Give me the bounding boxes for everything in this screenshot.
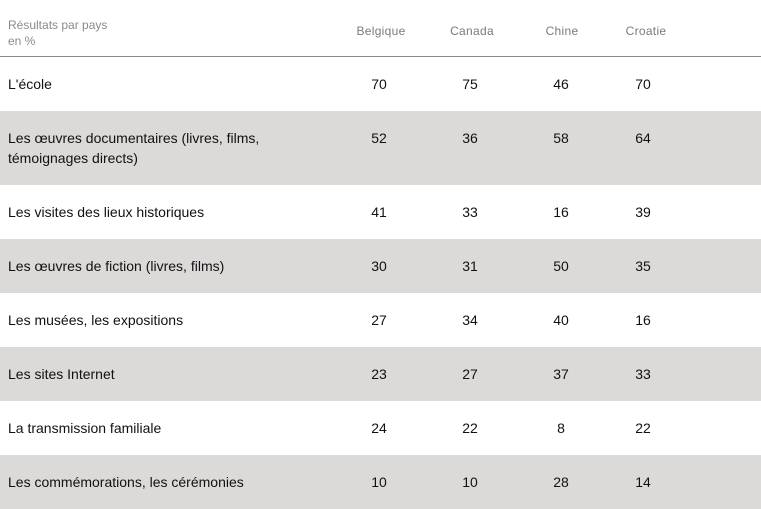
cell-value: 31 [462, 258, 478, 274]
cell-value: 22 [462, 420, 478, 436]
row-label: Les commémorations, les cérémonies [8, 474, 244, 490]
table-row: Les œuvres de fiction (livres, films) 30… [0, 239, 761, 293]
cell-value: 22 [635, 420, 651, 436]
row-label: Les visites des lieux historiques [8, 204, 205, 220]
table-body: L'école 70 75 46 70 Les œuvres documenta… [0, 57, 761, 509]
table-row: Les musées, les expositions 27 34 40 16 [0, 293, 761, 347]
cell-value: 36 [462, 130, 478, 146]
cell-value: 10 [371, 474, 387, 490]
cell-value: 39 [635, 204, 651, 220]
table-row: Les visites des lieux historiques 41 33 … [0, 185, 761, 239]
cell-value: 24 [371, 420, 387, 436]
row-label: Les œuvres documentaires (livres, films,… [8, 130, 260, 166]
row-label: L'école [8, 76, 52, 92]
row-label: Les œuvres de fiction (livres, films) [8, 258, 225, 274]
row-label: Les musées, les expositions [8, 312, 184, 328]
table-row: Les commémorations, les cérémonies 10 10… [0, 455, 761, 509]
table-row: La transmission familiale 24 22 8 22 [0, 401, 761, 455]
cell-value: 30 [371, 258, 387, 274]
table-row: Les sites Internet 23 27 37 33 [0, 347, 761, 401]
cell-value: 28 [553, 474, 569, 490]
cell-value: 52 [371, 130, 387, 146]
cell-value: 16 [553, 204, 569, 220]
cell-value: 23 [371, 366, 387, 382]
cell-value: 14 [635, 474, 651, 490]
column-header-canada: Canada [450, 24, 494, 38]
cell-value: 41 [371, 204, 387, 220]
cell-value: 50 [553, 258, 569, 274]
cell-value: 27 [371, 312, 387, 328]
cell-value: 35 [635, 258, 651, 274]
cell-value: 33 [635, 366, 651, 382]
cell-value: 10 [462, 474, 478, 490]
cell-value: 70 [635, 76, 651, 92]
cell-value: 34 [462, 312, 478, 328]
cell-value: 33 [462, 204, 478, 220]
table-header: Résultats par pays en % Belgique Canada … [0, 0, 761, 57]
column-header-chine: Chine [545, 24, 579, 38]
cell-value: 64 [635, 130, 651, 146]
cell-value: 37 [553, 366, 569, 382]
column-header-croatie: Croatie [625, 24, 667, 38]
table-row: Les œuvres documentaires (livres, films,… [0, 111, 761, 185]
table-row: L'école 70 75 46 70 [0, 57, 761, 111]
cell-value: 27 [462, 366, 478, 382]
cell-value: 70 [371, 76, 387, 92]
row-label: La transmission familiale [8, 420, 162, 436]
cell-value: 46 [553, 76, 569, 92]
column-header-belgique: Belgique [356, 24, 406, 38]
header-unit: en % [8, 34, 36, 48]
cell-value: 75 [462, 76, 478, 92]
cell-value: 16 [635, 312, 651, 328]
cell-value: 8 [557, 420, 565, 436]
row-label: Les sites Internet [8, 366, 115, 382]
cell-value: 40 [553, 312, 569, 328]
cell-value: 58 [553, 130, 569, 146]
header-title: Résultats par pays [8, 18, 108, 32]
